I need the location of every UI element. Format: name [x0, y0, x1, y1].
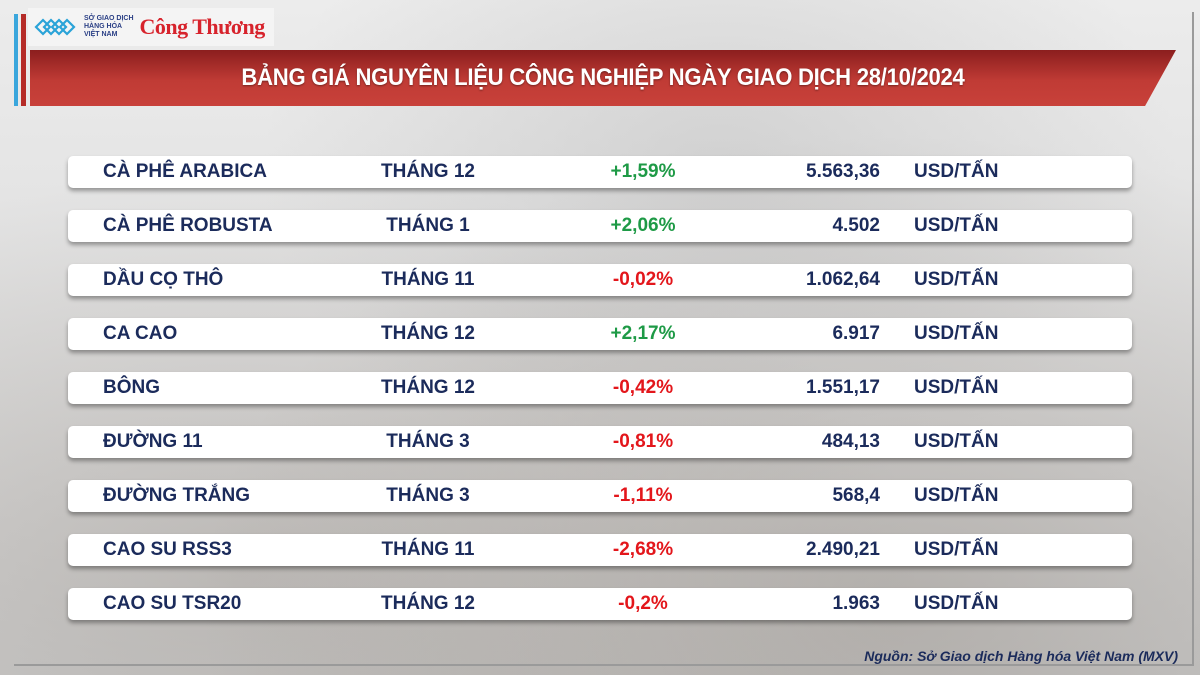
- change-percent: +1,59%: [610, 161, 676, 182]
- table-row: ĐƯỜNG TRẮNG THÁNG 3 -1,11% 568,4 USD/TẤN: [68, 480, 1132, 512]
- contract-month: THÁNG 12: [381, 377, 475, 398]
- contract-month: THÁNG 11: [381, 269, 475, 290]
- price-unit: USD/TẤN: [914, 539, 999, 560]
- contract-month: THÁNG 12: [381, 161, 475, 182]
- price-value: 5.563,36: [806, 161, 880, 182]
- table-row: CÀ PHÊ ROBUSTA THÁNG 1 +2,06% 4.502 USD/…: [68, 210, 1132, 242]
- commodity-name: DẦU CỌ THÔ: [103, 269, 224, 290]
- commodity-name: ĐƯỜNG TRẮNG: [103, 485, 251, 506]
- contract-month: THÁNG 12: [381, 323, 475, 344]
- source-note: Nguồn: Sở Giao dịch Hàng hóa Việt Nam (M…: [864, 648, 1178, 664]
- change-percent: +2,17%: [610, 323, 676, 344]
- price-value: 2.490,21: [806, 539, 880, 560]
- change-percent: -1,11%: [613, 485, 673, 506]
- table-row: DẦU CỌ THÔ THÁNG 11 -0,02% 1.062,64 USD/…: [68, 264, 1132, 296]
- cong-thuong-logo: Công Thương: [139, 14, 266, 39]
- price-unit: USD/TẤN: [914, 377, 999, 398]
- price-unit: USD/TẤN: [914, 161, 999, 182]
- change-percent: -2,68%: [612, 539, 674, 560]
- price-unit: USD/TẤN: [914, 215, 999, 236]
- change-percent: +2,06%: [610, 215, 676, 236]
- title-band: BẢNG GIÁ NGUYÊN LIỆU CÔNG NGHIỆP NGÀY GI…: [30, 50, 1176, 106]
- change-percent: -0,2%: [618, 593, 668, 614]
- change-percent: -0,81%: [612, 431, 674, 452]
- commodity-name: CA CAO: [103, 323, 178, 344]
- price-unit: USD/TẤN: [914, 323, 999, 344]
- mxv-logo-icon: [34, 18, 76, 36]
- commodity-name: ĐƯỜNG 11: [103, 431, 203, 452]
- commodity-name: BÔNG: [103, 377, 160, 398]
- contract-month: THÁNG 3: [386, 431, 470, 452]
- price-value: 1.963: [832, 593, 880, 614]
- price-unit: USD/TẤN: [914, 593, 999, 614]
- page-title: BẢNG GIÁ NGUYÊN LIỆU CÔNG NGHIỆP NGÀY GI…: [241, 64, 965, 91]
- price-value: 484,13: [821, 431, 880, 452]
- table-row: CÀ PHÊ ARABICA THÁNG 12 +1,59% 5.563,36 …: [68, 156, 1132, 188]
- commodity-name: CÀ PHÊ ROBUSTA: [103, 215, 273, 236]
- price-value: 1.551,17: [806, 377, 880, 398]
- price-unit: USD/TẤN: [914, 269, 999, 290]
- commodity-name: CAO SU RSS3: [103, 539, 232, 560]
- accent-stripe-blue: [14, 14, 18, 106]
- commodity-name: CAO SU TSR20: [103, 593, 242, 614]
- contract-month: THÁNG 12: [381, 593, 475, 614]
- change-percent: -0,42%: [612, 377, 674, 398]
- table-row: ĐƯỜNG 11 THÁNG 3 -0,81% 484,13 USD/TẤN: [68, 426, 1132, 458]
- table-row: CA CAO THÁNG 12 +2,17% 6.917 USD/TẤN: [68, 318, 1132, 350]
- mxv-logo-text: SỞ GIAO DỊCH HÀNG HÓA VIỆT NAM: [84, 15, 134, 38]
- contract-month: THÁNG 11: [381, 539, 475, 560]
- price-unit: USD/TẤN: [914, 485, 999, 506]
- table-row: CAO SU TSR20 THÁNG 12 -0,2% 1.963 USD/TẤ…: [68, 588, 1132, 620]
- price-value: 568,4: [832, 485, 880, 506]
- price-value: 6.917: [832, 323, 880, 344]
- header-logos: SỞ GIAO DỊCH HÀNG HÓA VIỆT NAM Công Thươ…: [28, 8, 274, 46]
- price-unit: USD/TẤN: [914, 431, 999, 452]
- price-value: 4.502: [832, 215, 880, 236]
- accent-stripe-red: [21, 14, 26, 106]
- price-value: 1.062,64: [806, 269, 880, 290]
- contract-month: THÁNG 3: [386, 485, 470, 506]
- contract-month: THÁNG 1: [386, 215, 470, 236]
- table-row: CAO SU RSS3 THÁNG 11 -2,68% 2.490,21 USD…: [68, 534, 1132, 566]
- commodity-name: CÀ PHÊ ARABICA: [103, 161, 267, 182]
- change-percent: -0,02%: [612, 269, 674, 290]
- table-row: BÔNG THÁNG 12 -0,42% 1.551,17 USD/TẤN: [68, 372, 1132, 404]
- frame-border: [14, 12, 1194, 666]
